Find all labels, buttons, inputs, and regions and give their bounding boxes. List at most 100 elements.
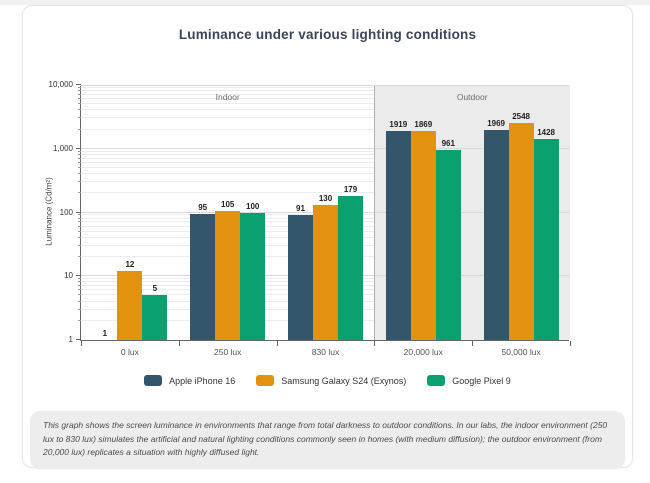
x-axis-category-label: 20,000 lux [403, 347, 443, 357]
bar-value-label: 100 [246, 201, 260, 211]
bar-value-label: 961 [441, 138, 455, 148]
bar-google-pixel-9 [240, 212, 266, 340]
gridline-minor [81, 157, 569, 159]
y-axis-tick [76, 84, 81, 85]
y-axis-minor-tick [78, 217, 81, 219]
y-axis-minor-tick [78, 98, 81, 100]
gridline-minor [81, 173, 569, 175]
y-axis-minor-tick [78, 109, 81, 111]
bar-samsung-galaxy-s24-exynos- [410, 131, 436, 340]
y-axis-minor-tick [78, 161, 81, 163]
bar-google-pixel-9 [142, 295, 168, 340]
region-label-indoor: Indoor [215, 92, 240, 102]
bar-value-label: 95 [198, 202, 208, 212]
region-label-outdoor: Outdoor [456, 92, 488, 102]
legend-swatch-icon [256, 375, 275, 386]
legend: Apple iPhone 16 Samsung Galaxy S24 (Exyno… [23, 375, 632, 386]
x-axis-category-label: 250 lux [213, 347, 242, 357]
bar-value-label: 5 [152, 284, 158, 294]
y-axis-minor-tick [78, 117, 81, 119]
y-axis-minor-tick [78, 319, 81, 321]
y-axis-minor-tick [78, 230, 81, 232]
y-axis-tick [76, 275, 81, 277]
y-axis-minor-tick [78, 221, 81, 223]
bar-samsung-galaxy-s24-exynos- [508, 122, 534, 340]
y-axis-tick-label: 1,000 [52, 143, 73, 153]
y-axis-tick-label: 10 [64, 271, 73, 281]
bar-value-label: 1969 [487, 119, 505, 128]
bar-apple-iphone-16 [385, 130, 411, 340]
bar-value-label: 1919 [389, 119, 408, 129]
x-axis-tick [81, 341, 82, 346]
gridline-minor [81, 181, 569, 183]
y-axis-minor-tick [78, 256, 81, 258]
bar-value-label: 179 [343, 185, 358, 195]
y-axis-minor-tick [78, 90, 81, 92]
y-axis-minor-tick [78, 289, 81, 291]
x-axis-category-label: 50,000 lux [501, 347, 541, 357]
bar-value-label: 1869 [414, 120, 433, 130]
gridline-minor [81, 103, 569, 105]
bar-google-pixel-9 [338, 196, 363, 340]
footnote-box: This graph shows the screen luminance in… [30, 411, 625, 469]
gridline-minor [81, 93, 569, 95]
legend-label: Samsung Galaxy S24 (Exynos) [281, 375, 407, 386]
chart-card: Luminance under various lighting conditi… [22, 5, 634, 469]
y-axis-minor-tick [78, 294, 81, 296]
x-axis-category-label: 0 lux [120, 347, 139, 357]
x-axis-tick [178, 341, 180, 346]
legend-item: Samsung Galaxy S24 (Exynos) [256, 375, 406, 386]
bar-value-label: 1428 [537, 127, 555, 137]
chart-area: Luminance (Cd/m²) Indoor Outdoor 1 10 100 1,0… [23, 80, 634, 366]
bar-value-label: 1 [102, 329, 108, 338]
bar-value-label: 105 [221, 200, 235, 210]
y-axis-minor-tick [78, 128, 81, 130]
gridline-major [81, 85, 569, 86]
bar-samsung-galaxy-s24-exynos- [215, 211, 241, 340]
gridline-major [81, 147, 569, 149]
gridline-minor [81, 166, 569, 168]
bar-google-pixel-9 [533, 138, 559, 340]
bar-samsung-galaxy-s24-exynos- [313, 205, 338, 340]
legend-item: Google Pixel 9 [427, 375, 511, 386]
gridline-minor [81, 98, 569, 100]
plot-area: Indoor Outdoor 1 10 100 1,000 10,000 0 lux 250 l… [49, 80, 571, 357]
gridline-minor [81, 153, 569, 155]
x-axis-tick [472, 341, 474, 346]
x-axis-tick [374, 341, 376, 346]
gridline-minor [81, 117, 569, 119]
y-axis-minor-tick [78, 86, 81, 88]
bar-value-label: 2548 [512, 111, 530, 121]
y-axis-minor-tick [78, 166, 81, 168]
gridline-minor [81, 150, 569, 152]
y-axis-minor-tick [78, 153, 81, 155]
legend-label: Google Pixel 9 [452, 375, 511, 386]
x-axis-tick [276, 341, 278, 346]
y-axis-tick [76, 211, 81, 213]
y-axis-minor-tick [78, 181, 81, 183]
gridline-minor [81, 128, 569, 130]
region-divider [374, 86, 376, 340]
bar-samsung-galaxy-s24-exynos- [117, 271, 143, 340]
x-axis-tick [570, 341, 571, 346]
x-axis-category-label: 830 lux [311, 347, 340, 357]
y-axis-tick [76, 147, 81, 149]
y-axis-minor-tick [78, 103, 81, 105]
y-axis-minor-tick [78, 281, 81, 283]
footnote-text: This graph shows the screen luminance in… [43, 420, 608, 458]
y-axis-minor-tick [78, 244, 81, 246]
y-axis-tick-label: 1 [68, 335, 73, 344]
y-axis-tick [76, 339, 81, 340]
y-axis-minor-tick [78, 157, 81, 159]
y-axis-tick-label: 100 [59, 207, 73, 217]
gridline-minor [81, 86, 569, 88]
bar-apple-iphone-16 [483, 130, 509, 340]
y-axis-minor-tick [78, 150, 81, 152]
legend-swatch-icon [427, 375, 446, 386]
y-axis-minor-tick [78, 173, 81, 175]
y-axis-minor-tick [78, 285, 81, 287]
legend-label: Apple iPhone 16 [169, 375, 236, 386]
bar-google-pixel-9 [435, 149, 461, 340]
bar-apple-iphone-16 [288, 215, 313, 340]
